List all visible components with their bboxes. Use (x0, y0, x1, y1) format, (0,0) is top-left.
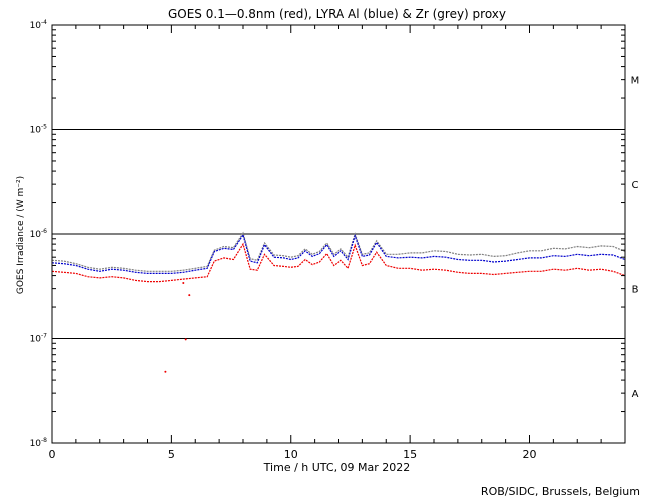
x-tick-label: 10 (284, 448, 298, 461)
data-point (184, 338, 187, 341)
series-layer (51, 231, 626, 283)
x-axis-label: Time / h UTC, 09 Mar 2022 (263, 461, 411, 474)
data-point (188, 294, 191, 297)
y-tick-label: 10-4 (30, 19, 48, 31)
y-tick-label: 10-5 (30, 124, 48, 136)
x-tick-label: 15 (403, 448, 417, 461)
x-tick-label: 20 (523, 448, 537, 461)
data-point (182, 281, 185, 284)
series-line (51, 233, 626, 274)
credit-text: ROB/SIDC, Brussels, Belgium (481, 485, 640, 498)
class-label: B (632, 285, 639, 296)
x-tick-label: 0 (49, 448, 56, 461)
y-axis-label: GOES Irradiance / (W m⁻²) (16, 176, 26, 294)
class-label: A (632, 389, 639, 400)
y-tick-label: 10-7 (30, 333, 48, 345)
flare-class-labels: A B C M (631, 76, 640, 401)
class-label: M (631, 76, 640, 87)
class-label: C (632, 180, 639, 191)
y-tick-label: 10-6 (30, 228, 48, 240)
series-line (51, 242, 626, 283)
x-tick-label: 5 (168, 448, 175, 461)
chart-title: GOES 0.1—0.8nm (red), LYRA Al (blue) & Z… (168, 7, 506, 21)
scatter-points (164, 281, 191, 373)
flare-class-lines (52, 129, 625, 339)
data-point (164, 370, 167, 373)
axis-ticks: 0 5 10 15 20 10-8 10-7 10-6 10-5 10-4 (30, 19, 625, 461)
y-tick-label: 10-8 (30, 437, 48, 449)
series-line (51, 231, 626, 272)
